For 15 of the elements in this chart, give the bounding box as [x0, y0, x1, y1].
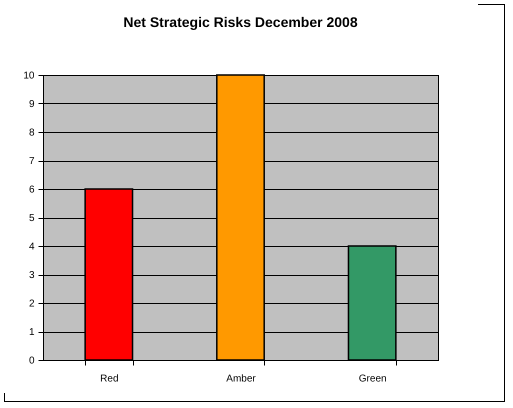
y-tick-label: 3: [28, 270, 35, 281]
x-tick-label: Red: [100, 374, 119, 384]
y-tick-label: 9: [28, 99, 35, 110]
x-tick-label: Green: [358, 374, 387, 384]
chart-title: Net Strategic Risks December 2008: [123, 14, 358, 30]
y-tick-label: 1: [28, 327, 35, 338]
y-tick-label: 8: [28, 128, 35, 138]
x-tick-label: Amber: [226, 374, 256, 384]
y-tick-label: 5: [28, 213, 35, 224]
y-tick-label: 6: [28, 184, 35, 196]
y-tick-label: 0: [28, 356, 35, 366]
y-tick-label: 2: [28, 298, 35, 310]
y-tick-label: 4: [28, 242, 35, 252]
y-tick-label: 10: [23, 70, 35, 82]
y-tick-label: 7: [28, 156, 35, 167]
